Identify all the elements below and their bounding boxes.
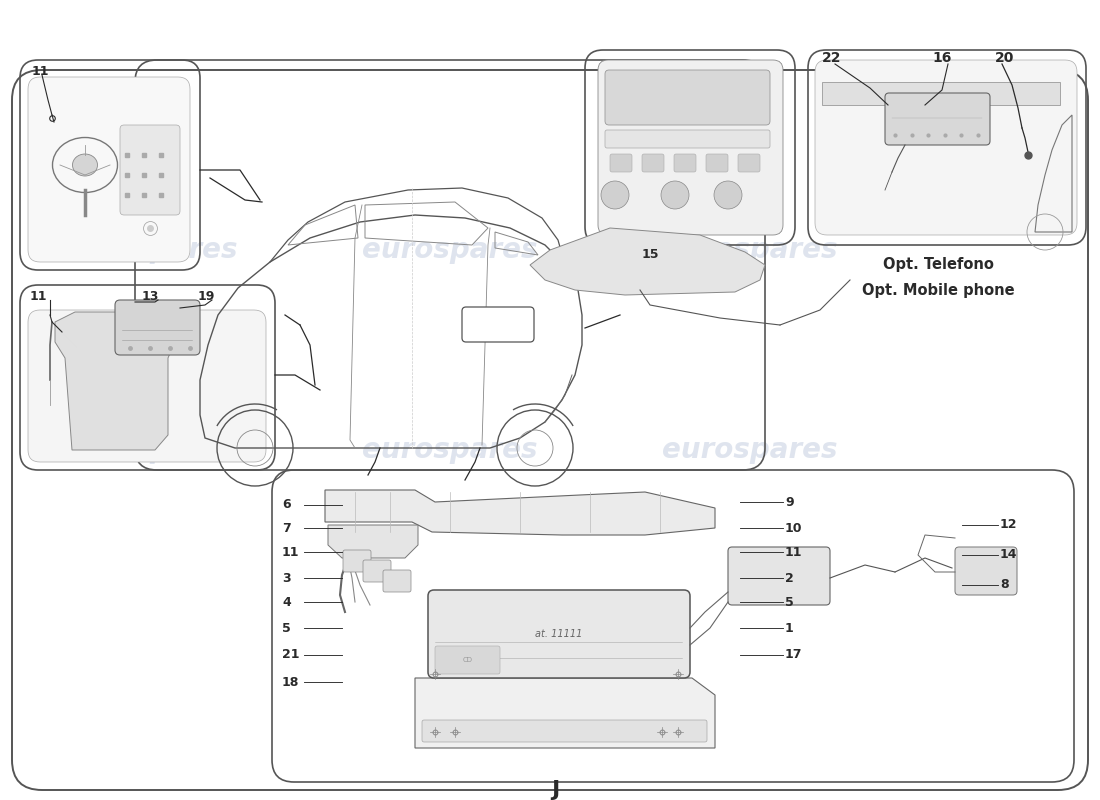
Text: 20: 20 (996, 51, 1014, 65)
FancyBboxPatch shape (642, 154, 664, 172)
FancyBboxPatch shape (428, 590, 690, 678)
Circle shape (714, 181, 742, 209)
Circle shape (661, 181, 689, 209)
Text: eurospares: eurospares (362, 236, 538, 264)
Text: eurospares: eurospares (662, 236, 838, 264)
Text: CD: CD (463, 657, 473, 663)
FancyBboxPatch shape (955, 547, 1018, 595)
FancyBboxPatch shape (674, 154, 696, 172)
Polygon shape (530, 228, 764, 295)
Text: 9: 9 (785, 495, 793, 509)
Text: 11: 11 (282, 546, 299, 558)
Text: 22: 22 (822, 51, 842, 65)
Ellipse shape (73, 154, 98, 176)
Text: 15: 15 (642, 248, 660, 261)
Text: 11: 11 (30, 290, 47, 303)
FancyBboxPatch shape (706, 154, 728, 172)
Text: 8: 8 (1000, 578, 1009, 591)
FancyBboxPatch shape (383, 570, 411, 592)
Text: 21: 21 (282, 649, 299, 662)
Text: 16: 16 (932, 51, 952, 65)
FancyBboxPatch shape (116, 300, 200, 355)
Text: at. 11111: at. 11111 (536, 629, 583, 639)
Text: 7: 7 (282, 522, 290, 534)
FancyBboxPatch shape (738, 154, 760, 172)
FancyBboxPatch shape (815, 60, 1077, 235)
FancyBboxPatch shape (28, 77, 190, 262)
Text: 4: 4 (282, 595, 290, 609)
Polygon shape (328, 525, 418, 558)
Text: 17: 17 (785, 649, 803, 662)
Text: eurospares: eurospares (63, 236, 238, 264)
Text: 3: 3 (282, 571, 290, 585)
Text: 14: 14 (1000, 549, 1018, 562)
FancyBboxPatch shape (462, 307, 534, 342)
FancyBboxPatch shape (605, 130, 770, 148)
Polygon shape (822, 82, 1060, 105)
Text: Opt. Mobile phone: Opt. Mobile phone (861, 282, 1014, 298)
FancyBboxPatch shape (363, 560, 390, 582)
FancyBboxPatch shape (598, 60, 783, 235)
Text: 18: 18 (282, 675, 299, 689)
FancyBboxPatch shape (434, 646, 500, 674)
Text: 6: 6 (282, 498, 290, 511)
Text: 11: 11 (785, 546, 803, 558)
Text: 19: 19 (198, 290, 216, 303)
Text: 2: 2 (785, 571, 794, 585)
Polygon shape (324, 490, 715, 535)
Text: eurospares: eurospares (662, 436, 838, 464)
FancyBboxPatch shape (886, 93, 990, 145)
Text: 12: 12 (1000, 518, 1018, 531)
Circle shape (601, 181, 629, 209)
Text: 5: 5 (785, 595, 794, 609)
FancyBboxPatch shape (422, 720, 707, 742)
FancyBboxPatch shape (120, 125, 180, 215)
FancyBboxPatch shape (28, 310, 266, 462)
FancyBboxPatch shape (605, 70, 770, 125)
FancyBboxPatch shape (728, 547, 830, 605)
Text: 11: 11 (32, 65, 50, 78)
Text: 5: 5 (282, 622, 290, 634)
Text: eurospares: eurospares (63, 436, 238, 464)
FancyBboxPatch shape (343, 550, 371, 572)
Text: 10: 10 (785, 522, 803, 534)
Text: 1: 1 (785, 622, 794, 634)
Polygon shape (55, 312, 175, 450)
FancyBboxPatch shape (610, 154, 632, 172)
Text: J: J (551, 780, 559, 800)
Text: Opt. Telefono: Opt. Telefono (882, 258, 993, 273)
Text: eurospares: eurospares (362, 436, 538, 464)
Polygon shape (415, 678, 715, 748)
Text: 13: 13 (142, 290, 160, 303)
